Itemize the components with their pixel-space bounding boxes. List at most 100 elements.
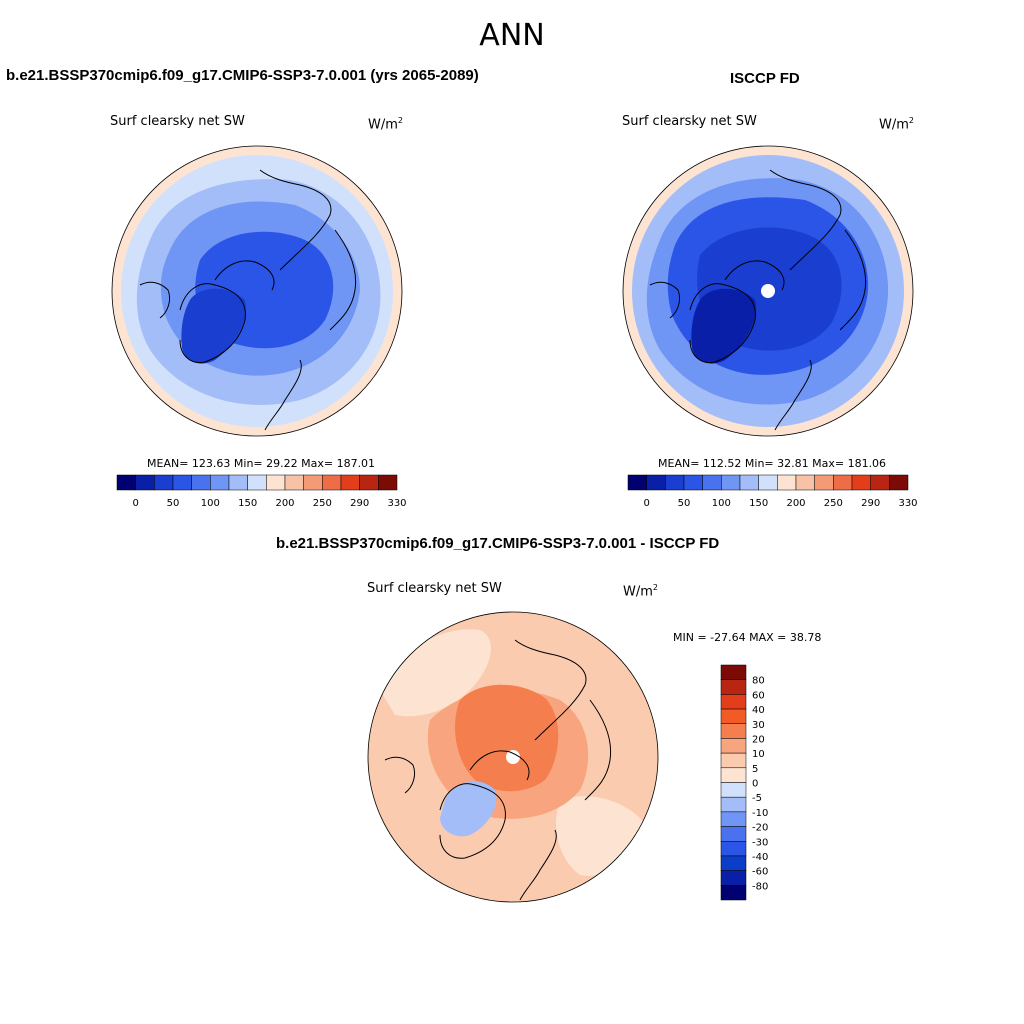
colorbar-swatch: [210, 474, 230, 491]
map-diff-strong: [455, 684, 559, 792]
colorbar-swatch: [758, 474, 778, 491]
colorbar-tick-label: 200: [786, 498, 805, 509]
colorbar-swatch: [247, 474, 267, 491]
colorbar-swatch: [172, 474, 192, 491]
colorbar-tick-label: 50: [678, 498, 691, 509]
colorbar-tick-label: 290: [350, 498, 369, 509]
map-diff-pole-hole: [506, 750, 520, 764]
panel-3-units: W/m2: [623, 583, 658, 600]
colorbar-swatch: [720, 796, 747, 813]
panel-2-stats: MEAN= 112.52 Min= 32.81 Max= 181.06: [658, 457, 887, 470]
panel-1-title: b.e21.BSSP370cmip6.f09_g17.CMIP6-SSP3-7.…: [6, 67, 479, 84]
colorbar-swatch: [720, 841, 747, 857]
colorbar-swatch: [627, 474, 647, 491]
colorbar-diff: [720, 664, 747, 901]
colorbar-swatch: [646, 474, 666, 491]
map-obs-pole-hole: [761, 284, 775, 298]
colorbar-swatch: [340, 474, 360, 491]
colorbar-swatch: [720, 855, 747, 871]
colorbar-tick-label: 40: [752, 705, 765, 716]
colorbar-swatch: [720, 811, 747, 827]
colorbar-tick-label: 0: [752, 779, 758, 790]
colorbar-tick-label: -5: [752, 793, 762, 804]
map-model: [112, 146, 402, 436]
colorbar-tick-label: 330: [387, 498, 406, 509]
colorbar-tick-label: 100: [712, 498, 731, 509]
map-diff-light-1: [380, 629, 491, 717]
map-diff-coastlines: [384, 639, 612, 901]
colorbar-obs: [627, 474, 909, 491]
colorbar-swatch: [720, 826, 747, 842]
colorbar-swatch: [116, 474, 136, 491]
panel-3-stats: MIN = -27.64 MAX = 38.78: [673, 631, 822, 644]
colorbar-swatch: [739, 474, 759, 491]
colorbar-model-ticks: 0 50 100 150 200 250 290 330: [132, 498, 406, 509]
colorbar-tick-label: 200: [275, 498, 294, 509]
colorbar-tick-label: -80: [752, 881, 768, 892]
colorbar-swatch: [720, 664, 747, 680]
colorbar-swatch: [720, 708, 747, 724]
panel-1-variable: Surf clearsky net SW: [110, 114, 245, 129]
colorbar-swatch: [720, 738, 747, 754]
map-obs: [623, 146, 913, 436]
map-model-border: [111, 145, 403, 437]
colorbar-swatch: [720, 767, 747, 783]
panel-3-variable: Surf clearsky net SW: [367, 581, 502, 596]
map-obs-border: [622, 145, 914, 437]
colorbar-tick-label: -40: [752, 852, 768, 863]
colorbar-swatch: [683, 474, 703, 491]
colorbar-swatch: [322, 474, 342, 491]
colorbar-tick-label: 80: [752, 676, 765, 687]
colorbar-tick-label: 250: [313, 498, 332, 509]
colorbar-tick-label: 290: [861, 498, 880, 509]
colorbar-swatch: [359, 474, 379, 491]
colorbar-tick-label: 5: [752, 764, 758, 775]
colorbar-swatch: [191, 474, 211, 491]
panel-2-title: ISCCP FD: [730, 70, 800, 87]
colorbar-swatch: [720, 885, 747, 901]
colorbar-model: [116, 474, 398, 491]
colorbar-tick-label: 30: [752, 720, 765, 731]
colorbar-swatch: [870, 474, 890, 491]
colorbar-swatch: [721, 474, 741, 491]
colorbar-swatch: [702, 474, 722, 491]
colorbar-swatch: [833, 474, 853, 491]
panel-1-units: W/m2: [368, 116, 403, 133]
map-diff-blue-greenland: [440, 781, 497, 837]
panel-2-variable: Surf clearsky net SW: [622, 114, 757, 129]
colorbar-swatch: [720, 723, 747, 739]
colorbar-swatch: [378, 474, 398, 491]
colorbar-tick-label: 20: [752, 734, 765, 745]
colorbar-swatch: [851, 474, 871, 491]
colorbar-swatch: [284, 474, 304, 491]
colorbar-swatch: [228, 474, 248, 491]
colorbar-tick-label: 330: [898, 498, 917, 509]
page-title: ANN: [479, 18, 545, 53]
colorbar-tick-label: 50: [167, 498, 180, 509]
colorbar-tick-label: 0: [132, 498, 138, 509]
colorbar-diff-ticks: 80 60 40 30 20 10 5 0 -5 -10 -20 -30 -40 -60 -80: [752, 676, 768, 893]
colorbar-tick-label: -20: [752, 823, 768, 834]
panel-3-title: b.e21.BSSP370cmip6.f09_g17.CMIP6-SSP3-7.…: [276, 535, 720, 552]
colorbar-swatch: [814, 474, 834, 491]
colorbar-swatch: [720, 782, 747, 798]
colorbar-swatch: [266, 474, 286, 491]
colorbar-swatch: [665, 474, 685, 491]
panel-1-stats: MEAN= 123.63 Min= 29.22 Max= 187.01: [147, 457, 376, 470]
colorbar-swatch: [720, 679, 747, 695]
colorbar-obs-ticks: 0 50 100 150 200 250 290 330: [643, 498, 917, 509]
colorbar-tick-label: 60: [752, 690, 765, 701]
colorbar-swatch: [303, 474, 323, 491]
colorbar-tick-label: 10: [752, 749, 765, 760]
map-obs-coastlines: [649, 169, 867, 431]
colorbar-swatch: [777, 474, 797, 491]
map-obs-greenland: [691, 288, 756, 364]
colorbar-swatch: [720, 870, 747, 886]
colorbar-swatch: [135, 474, 155, 491]
colorbar-tick-label: 100: [201, 498, 220, 509]
colorbar-tick-label: -10: [752, 808, 768, 819]
colorbar-swatch: [889, 474, 909, 491]
map-diff: [368, 612, 658, 902]
colorbar-swatch: [720, 694, 747, 710]
